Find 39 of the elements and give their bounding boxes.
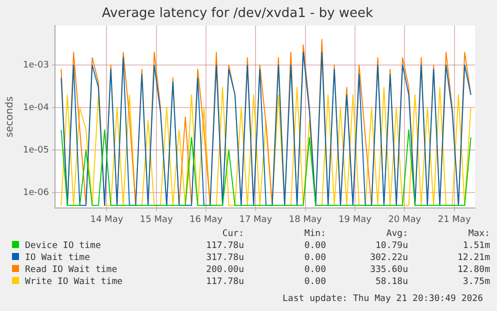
y-tick-label: 1e-03 bbox=[22, 60, 49, 70]
text: Min: bbox=[303, 228, 326, 240]
text: 12.21m bbox=[456, 252, 490, 264]
x-tick-label: 18 May bbox=[288, 214, 322, 225]
text: 12.80m bbox=[456, 264, 490, 276]
text: 117.78u bbox=[205, 276, 244, 288]
y-tick-label: 1e-04 bbox=[22, 102, 50, 113]
text: Max: bbox=[467, 228, 490, 240]
text: 335.60u bbox=[369, 264, 408, 276]
x-tick-label: 20 May bbox=[388, 214, 422, 225]
legend-label: Device IO time bbox=[24, 240, 102, 252]
text: 1.51m bbox=[462, 240, 490, 252]
chart-title: Average latency for /dev/xvda1 - by week bbox=[102, 6, 374, 22]
text: 0.00 bbox=[303, 240, 326, 252]
text: 0.00 bbox=[303, 252, 326, 264]
x-tick-label: 17 May bbox=[239, 214, 273, 225]
legend-label: Write IO Wait time bbox=[24, 276, 124, 288]
text: 58.18u bbox=[374, 276, 408, 288]
legend-label: Read IO Wait time bbox=[24, 264, 118, 276]
text: 317.78u bbox=[205, 252, 244, 264]
y-tick-label: 1e-06 bbox=[22, 188, 50, 198]
y-axis-title: seconds bbox=[4, 96, 16, 138]
text: Cur: bbox=[221, 228, 244, 240]
x-tick-label: 21 May bbox=[438, 214, 472, 225]
y-tick-label: 1e-05 bbox=[22, 145, 49, 156]
text: 0.00 bbox=[303, 264, 326, 276]
text: 117.78u bbox=[205, 240, 244, 252]
text: Last update: Thu May 21 20:30:49 2026 bbox=[282, 294, 483, 304]
text: 0.00 bbox=[303, 276, 326, 288]
x-tick-label: 16 May bbox=[190, 214, 224, 225]
legend-label: IO Wait time bbox=[24, 252, 92, 264]
text: 10.79u bbox=[374, 240, 408, 252]
x-tick-label: 19 May bbox=[338, 214, 372, 225]
text: 3.75m bbox=[462, 276, 490, 288]
text: 200.00u bbox=[205, 264, 244, 276]
x-tick-label: 14 May bbox=[90, 214, 124, 225]
text: 302.22u bbox=[369, 252, 408, 264]
x-tick-label: 15 May bbox=[140, 214, 174, 225]
text: Avg: bbox=[385, 228, 408, 240]
